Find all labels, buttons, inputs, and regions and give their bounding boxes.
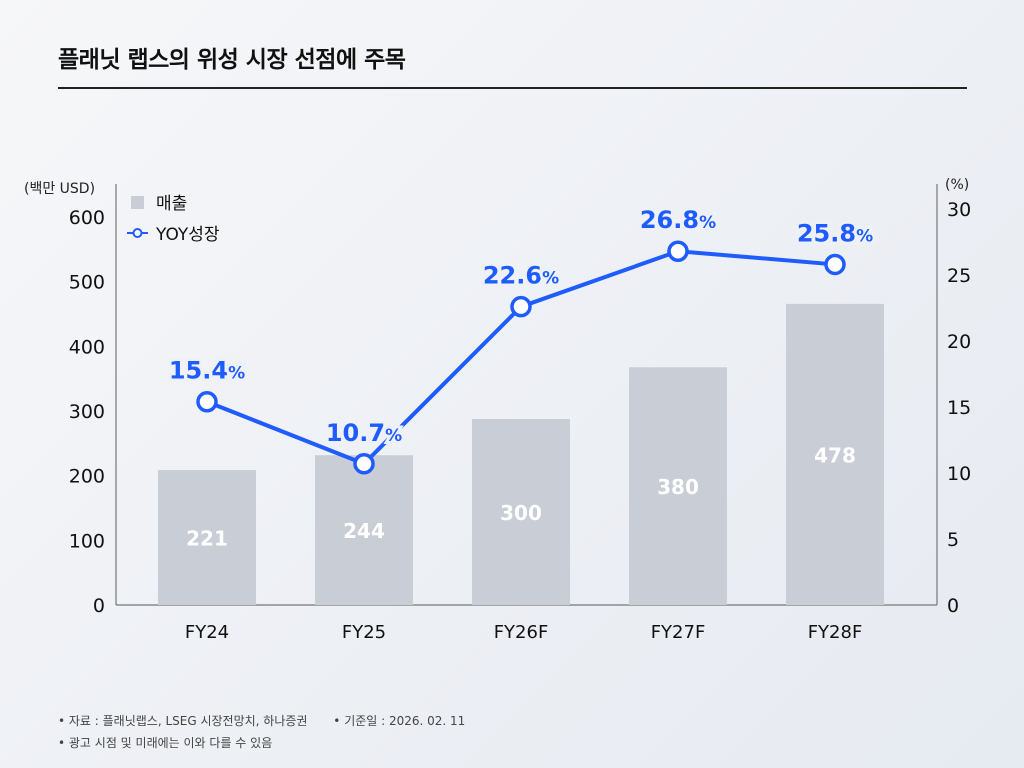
yoy-value-label: 25.8% — [797, 219, 873, 247]
left-axis-label: (백만 USD) — [24, 181, 95, 197]
source-text: • 자료 : 플래닛랩스, LSEG 시장전망치, 하나증권 — [58, 714, 308, 728]
bar-value-label: 478 — [814, 443, 856, 467]
bar-revenue — [629, 367, 727, 605]
right-tick-label: 30 — [947, 199, 971, 221]
left-tick-label: 600 — [69, 207, 105, 229]
left-tick-label: 400 — [69, 336, 105, 358]
x-tick-label: FY25 — [342, 622, 386, 643]
yoy-value-label: 15.4% — [169, 357, 245, 385]
left-tick-label: 500 — [69, 272, 105, 294]
left-tick-label: 0 — [93, 595, 105, 617]
right-axis-label: (%) — [945, 177, 969, 193]
right-tick-label: 25 — [947, 265, 971, 287]
bar-revenue — [315, 455, 413, 605]
yoy-value-label: 10.7% — [326, 419, 402, 447]
bar-value-label: 300 — [500, 501, 542, 525]
title-divider — [58, 87, 967, 89]
legend-line-marker — [132, 228, 143, 238]
bar-revenue — [786, 303, 884, 605]
bar-revenue — [158, 470, 256, 605]
page-title: 플래닛 랩스의 위성 시장 선점에 주목 — [58, 47, 406, 73]
bar-value-label: 221 — [186, 527, 228, 551]
right-tick-label: 15 — [947, 397, 971, 419]
x-tick-label: FY26F — [494, 622, 549, 643]
footnote-disclaimer: • 광고 시점 및 미래에는 이와 다를 수 있음 — [58, 736, 273, 750]
x-tick-label: FY27F — [651, 622, 706, 643]
bar-value-label: 380 — [657, 475, 699, 499]
left-tick-label: 100 — [69, 530, 105, 552]
right-tick-label: 0 — [947, 595, 959, 617]
date-text: • 기준일 : 2026. 02. 11 — [333, 714, 466, 728]
right-tick-label: 20 — [947, 331, 971, 353]
yoy-value-label: 22.6% — [483, 262, 559, 290]
yoy-value-label: 26.8% — [640, 206, 716, 234]
yoy-marker — [353, 453, 375, 475]
legend-bar-label: 매출 — [156, 194, 187, 214]
bar-revenue — [472, 419, 570, 605]
footnote-source: • 자료 : 플래닛랩스, LSEG 시장전망치, 하나증권 • 기준일 : 2… — [58, 712, 465, 729]
yoy-marker — [196, 390, 218, 413]
yoy-marker — [510, 295, 532, 318]
right-tick-label: 10 — [947, 463, 971, 485]
left-tick-label: 300 — [69, 401, 105, 423]
yoy-marker — [824, 253, 846, 276]
left-tick-label: 200 — [69, 466, 105, 488]
bar-value-label: 244 — [343, 519, 385, 543]
x-tick-label: FY24 — [185, 622, 229, 643]
legend-bar-swatch — [131, 196, 144, 209]
yoy-marker — [667, 240, 689, 262]
right-tick-label: 5 — [947, 529, 959, 551]
legend: 매출 YOY성장 — [127, 194, 220, 245]
legend-line-label: YOY성장 — [155, 225, 220, 245]
x-tick-label: FY28F — [808, 622, 863, 643]
